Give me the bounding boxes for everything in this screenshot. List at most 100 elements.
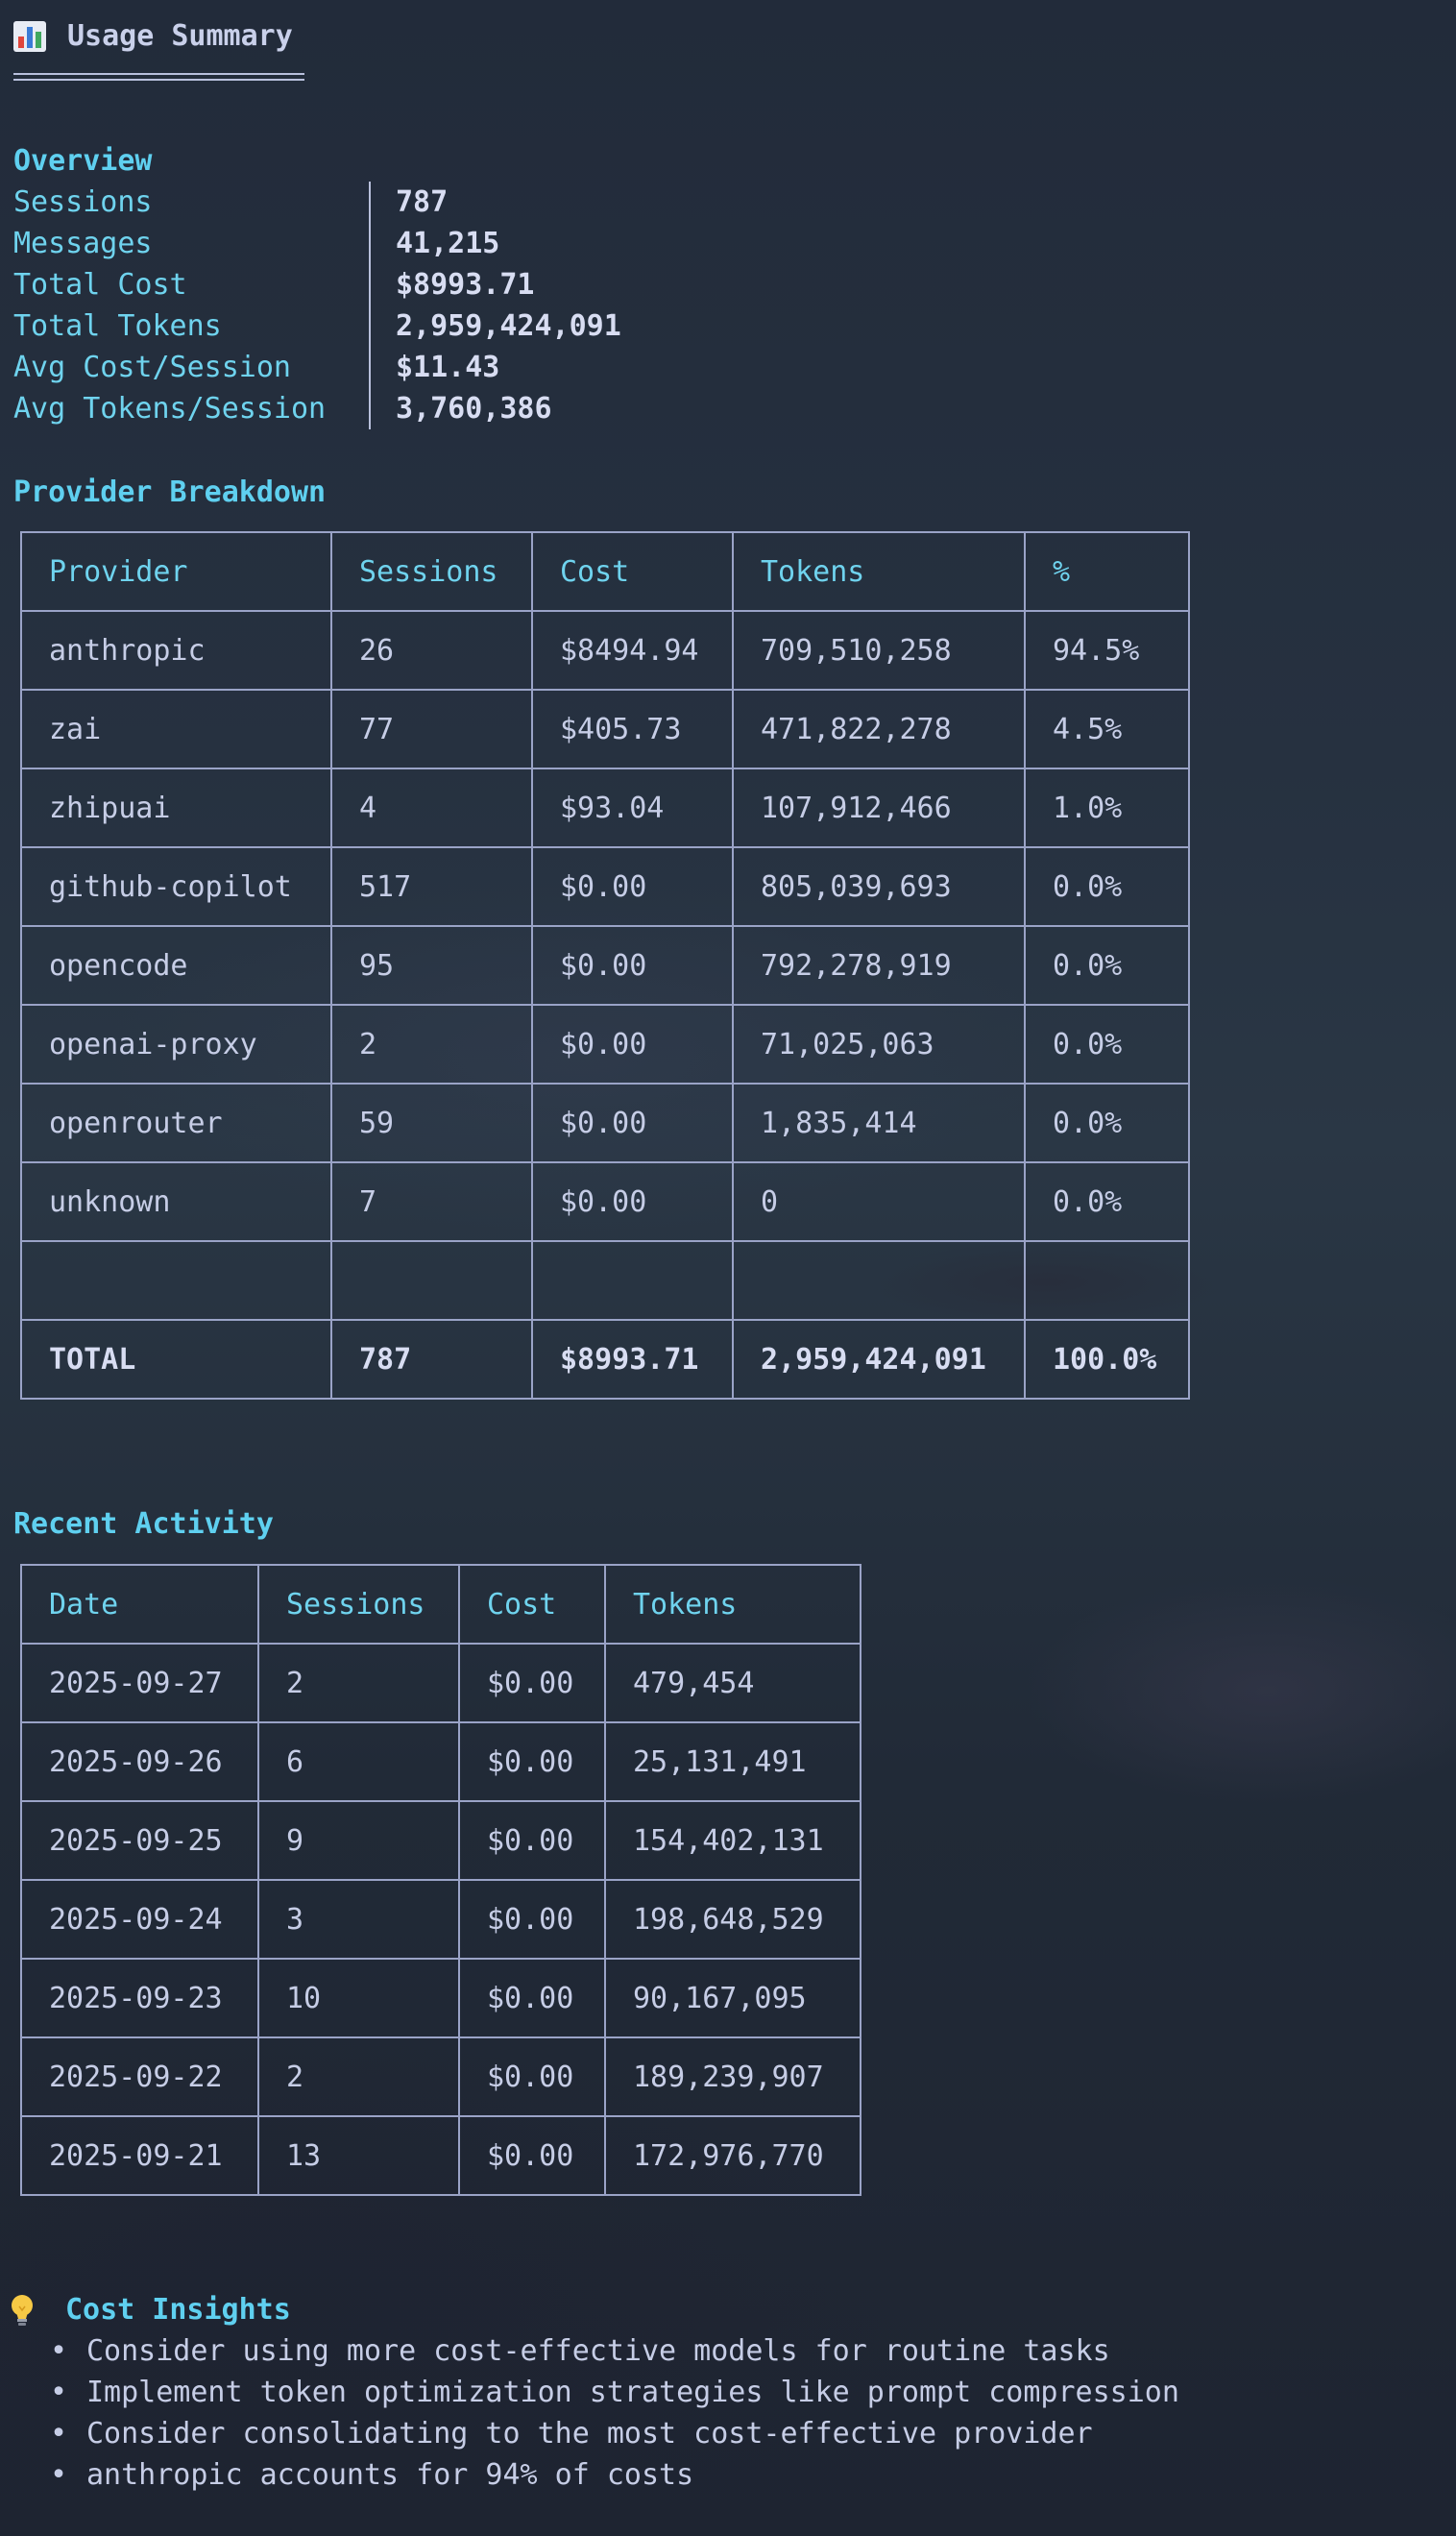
percent-cell: 0.0% bbox=[1024, 925, 1190, 1006]
table-row-spacer bbox=[20, 1240, 1190, 1321]
page-title-row: Usage Summary bbox=[13, 15, 293, 57]
date-cell: 2025-09-25 bbox=[20, 1800, 259, 1881]
list-item: • Implement token optimization strategie… bbox=[50, 2372, 1179, 2413]
cost-cell: $0.00 bbox=[531, 925, 734, 1006]
empty-cell bbox=[330, 1240, 533, 1321]
sessions-cell: 7 bbox=[330, 1161, 533, 1242]
table-row: 2025-09-25 9 $0.00 154,402,131 bbox=[20, 1800, 861, 1881]
tokens-cell: 189,239,907 bbox=[604, 2036, 861, 2117]
cost-cell: $0.00 bbox=[458, 2115, 606, 2196]
total-sessions-cell: 787 bbox=[330, 1319, 533, 1400]
sessions-cell: 77 bbox=[330, 689, 533, 769]
column-header: Cost bbox=[531, 531, 734, 612]
percent-cell: 0.0% bbox=[1024, 846, 1190, 927]
overview-divider bbox=[369, 388, 371, 429]
overview-divider bbox=[369, 182, 371, 223]
tokens-cell: 154,402,131 bbox=[604, 1800, 861, 1881]
recent-activity-table: Date Sessions Cost Tokens 2025-09-27 2 $… bbox=[20, 1564, 861, 2196]
overview-key: Avg Tokens/Session bbox=[13, 392, 327, 426]
table-row: opencode 95 $0.00 792,278,919 0.0% bbox=[20, 925, 1190, 1006]
date-cell: 2025-09-22 bbox=[20, 2036, 259, 2117]
total-label-cell: TOTAL bbox=[20, 1319, 332, 1400]
column-header: % bbox=[1024, 531, 1190, 612]
date-cell: 2025-09-26 bbox=[20, 1721, 259, 1802]
sessions-cell: 2 bbox=[257, 2036, 460, 2117]
list-item: • Consider consolidating to the most cos… bbox=[50, 2413, 1179, 2454]
provider-cell: anthropic bbox=[20, 610, 332, 691]
cost-cell: $93.04 bbox=[531, 768, 734, 848]
overview-key: Messages bbox=[13, 227, 153, 260]
overview-list: Sessions 787 Messages 41,215 Total Cost … bbox=[13, 182, 621, 429]
table-row: 2025-09-27 2 $0.00 479,454 bbox=[20, 1643, 861, 1723]
table-row: openai-proxy 2 $0.00 71,025,063 0.0% bbox=[20, 1004, 1190, 1085]
cost-cell: $0.00 bbox=[458, 2036, 606, 2117]
tokens-cell: 471,822,278 bbox=[732, 689, 1026, 769]
tokens-cell: 107,912,466 bbox=[732, 768, 1026, 848]
cost-cell: $0.00 bbox=[458, 1879, 606, 1960]
total-cost-cell: $8993.71 bbox=[531, 1319, 734, 1400]
bullet-icon: • bbox=[50, 2376, 68, 2409]
overview-divider bbox=[369, 223, 371, 264]
tokens-cell: 792,278,919 bbox=[732, 925, 1026, 1006]
table-row: zai 77 $405.73 471,822,278 4.5% bbox=[20, 689, 1190, 769]
overview-row: Avg Cost/Session $11.43 bbox=[13, 347, 621, 388]
table-row: 2025-09-23 10 $0.00 90,167,095 bbox=[20, 1958, 861, 2038]
column-header: Tokens bbox=[732, 531, 1026, 612]
table-row: github-copilot 517 $0.00 805,039,693 0.0… bbox=[20, 846, 1190, 927]
cost-cell: $0.00 bbox=[458, 1643, 606, 1723]
insights-list: • Consider using more cost-effective mod… bbox=[50, 2330, 1179, 2496]
sessions-cell: 95 bbox=[330, 925, 533, 1006]
tokens-cell: 709,510,258 bbox=[732, 610, 1026, 691]
tokens-cell: 172,976,770 bbox=[604, 2115, 861, 2196]
list-item: • Consider using more cost-effective mod… bbox=[50, 2330, 1179, 2372]
date-cell: 2025-09-24 bbox=[20, 1879, 259, 1960]
sessions-cell: 2 bbox=[257, 1643, 460, 1723]
column-header: Cost bbox=[458, 1564, 606, 1645]
total-percent-cell: 100.0% bbox=[1024, 1319, 1190, 1400]
overview-value: $8993.71 bbox=[396, 268, 535, 302]
percent-cell: 4.5% bbox=[1024, 689, 1190, 769]
cost-cell: $0.00 bbox=[531, 1083, 734, 1163]
cost-cell: $0.00 bbox=[531, 1161, 734, 1242]
tokens-cell: 71,025,063 bbox=[732, 1004, 1026, 1085]
column-header: Provider bbox=[20, 531, 332, 612]
cost-cell: $0.00 bbox=[458, 1958, 606, 2038]
percent-cell: 0.0% bbox=[1024, 1004, 1190, 1085]
percent-cell: 0.0% bbox=[1024, 1161, 1190, 1242]
overview-row: Total Cost $8993.71 bbox=[13, 264, 621, 305]
percent-cell: 1.0% bbox=[1024, 768, 1190, 848]
column-header: Tokens bbox=[604, 1564, 861, 1645]
tokens-cell: 90,167,095 bbox=[604, 1958, 861, 2038]
date-cell: 2025-09-27 bbox=[20, 1643, 259, 1723]
table-row: openrouter 59 $0.00 1,835,414 0.0% bbox=[20, 1083, 1190, 1163]
table-row: 2025-09-21 13 $0.00 172,976,770 bbox=[20, 2115, 861, 2196]
provider-cell: opencode bbox=[20, 925, 332, 1006]
provider-table: Provider Sessions Cost Tokens % anthropi… bbox=[20, 531, 1190, 1400]
overview-divider bbox=[369, 264, 371, 305]
cost-cell: $0.00 bbox=[531, 846, 734, 927]
cost-cell: $0.00 bbox=[458, 1721, 606, 1802]
title-underline bbox=[13, 73, 304, 81]
sessions-cell: 2 bbox=[330, 1004, 533, 1085]
provider-cell: openai-proxy bbox=[20, 1004, 332, 1085]
table-header-row: Date Sessions Cost Tokens bbox=[20, 1564, 861, 1645]
insight-text: Consider using more cost-effective model… bbox=[86, 2334, 1110, 2368]
insight-text: anthropic accounts for 94% of costs bbox=[86, 2458, 694, 2492]
overview-key: Total Tokens bbox=[13, 309, 222, 343]
cost-cell: $405.73 bbox=[531, 689, 734, 769]
column-header: Sessions bbox=[330, 531, 533, 612]
empty-cell bbox=[732, 1240, 1026, 1321]
overview-value: $11.43 bbox=[396, 351, 500, 384]
cost-cell: $0.00 bbox=[458, 1800, 606, 1881]
recent-activity-title: Recent Activity bbox=[13, 1507, 274, 1541]
overview-key: Avg Cost/Session bbox=[13, 351, 291, 384]
tokens-cell: 805,039,693 bbox=[732, 846, 1026, 927]
sessions-cell: 6 bbox=[257, 1721, 460, 1802]
bullet-icon: • bbox=[50, 2458, 68, 2492]
overview-row: Total Tokens 2,959,424,091 bbox=[13, 305, 621, 347]
tokens-cell: 479,454 bbox=[604, 1643, 861, 1723]
insight-text: Implement token optimization strategies … bbox=[86, 2376, 1179, 2409]
overview-row: Sessions 787 bbox=[13, 182, 621, 223]
empty-cell bbox=[531, 1240, 734, 1321]
sessions-cell: 10 bbox=[257, 1958, 460, 2038]
